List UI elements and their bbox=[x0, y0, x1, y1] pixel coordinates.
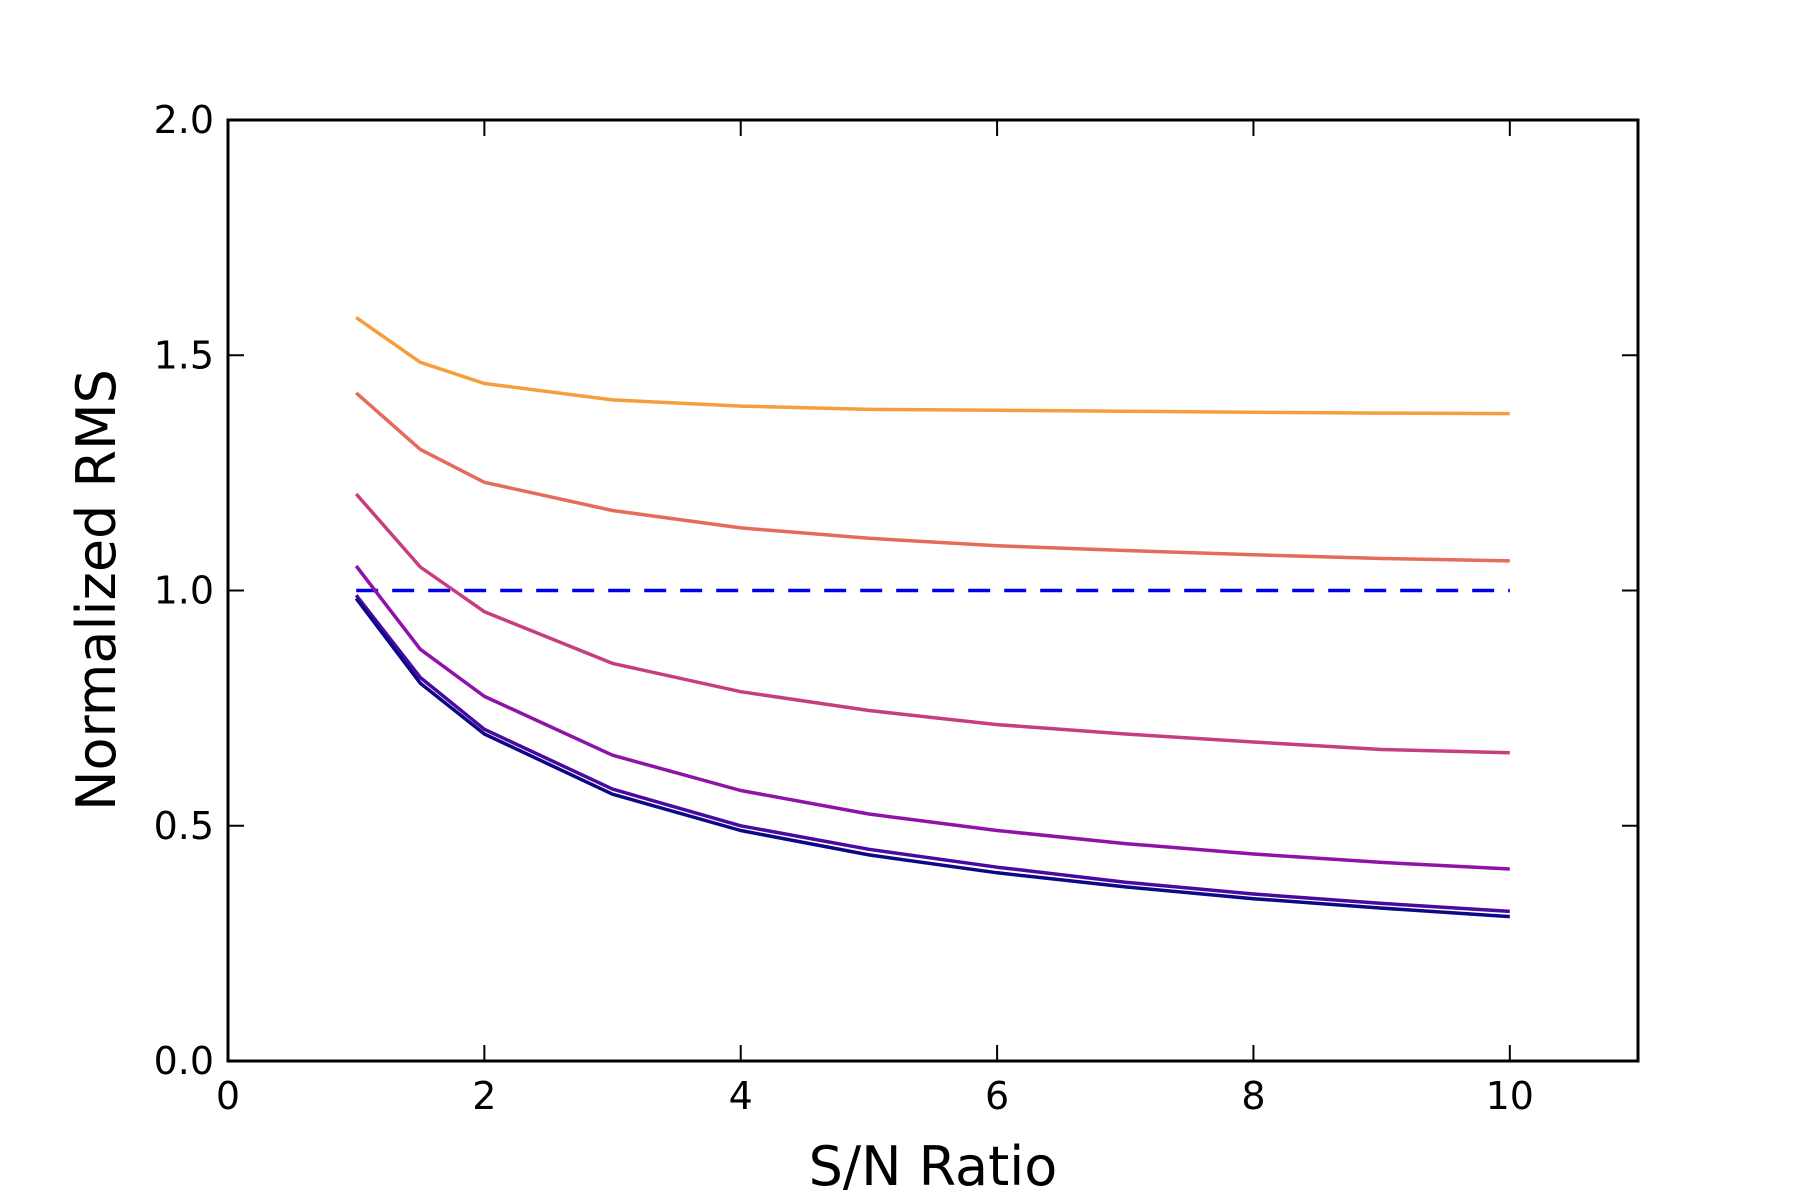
y-tick-label: 1.5 bbox=[154, 333, 214, 377]
series-line-2 bbox=[355, 391, 1510, 563]
x-tick-label: 2 bbox=[472, 1074, 496, 1118]
x-axis-title: S/N Ratio bbox=[809, 1135, 1058, 1198]
tick-labels: 0 2 4 6 8 10 0.0 0.5 1.0 1.5 2.0 bbox=[154, 98, 1534, 1118]
y-tick-label: 1.0 bbox=[154, 569, 214, 613]
y-tick-label: 2.0 bbox=[154, 98, 214, 142]
y-tick-label: 0.5 bbox=[154, 804, 214, 848]
plot-area-frame bbox=[226, 118, 1640, 1063]
x-tick-label: 10 bbox=[1486, 1074, 1534, 1118]
series-line-4 bbox=[354, 564, 1510, 871]
series-lines bbox=[354, 316, 1510, 919]
x-tick-label: 6 bbox=[985, 1074, 1009, 1118]
x-tick-label: 4 bbox=[729, 1074, 753, 1118]
series-line-3 bbox=[354, 492, 1510, 755]
y-axis-title: Normalized RMS bbox=[65, 369, 128, 811]
x-tick-label: 0 bbox=[216, 1074, 240, 1118]
series-line-6 bbox=[354, 597, 1510, 919]
series-line-1 bbox=[355, 316, 1510, 416]
y-tick-label: 0.0 bbox=[154, 1039, 214, 1083]
series-line-5 bbox=[354, 594, 1510, 914]
x-tick-label: 8 bbox=[1241, 1074, 1265, 1118]
